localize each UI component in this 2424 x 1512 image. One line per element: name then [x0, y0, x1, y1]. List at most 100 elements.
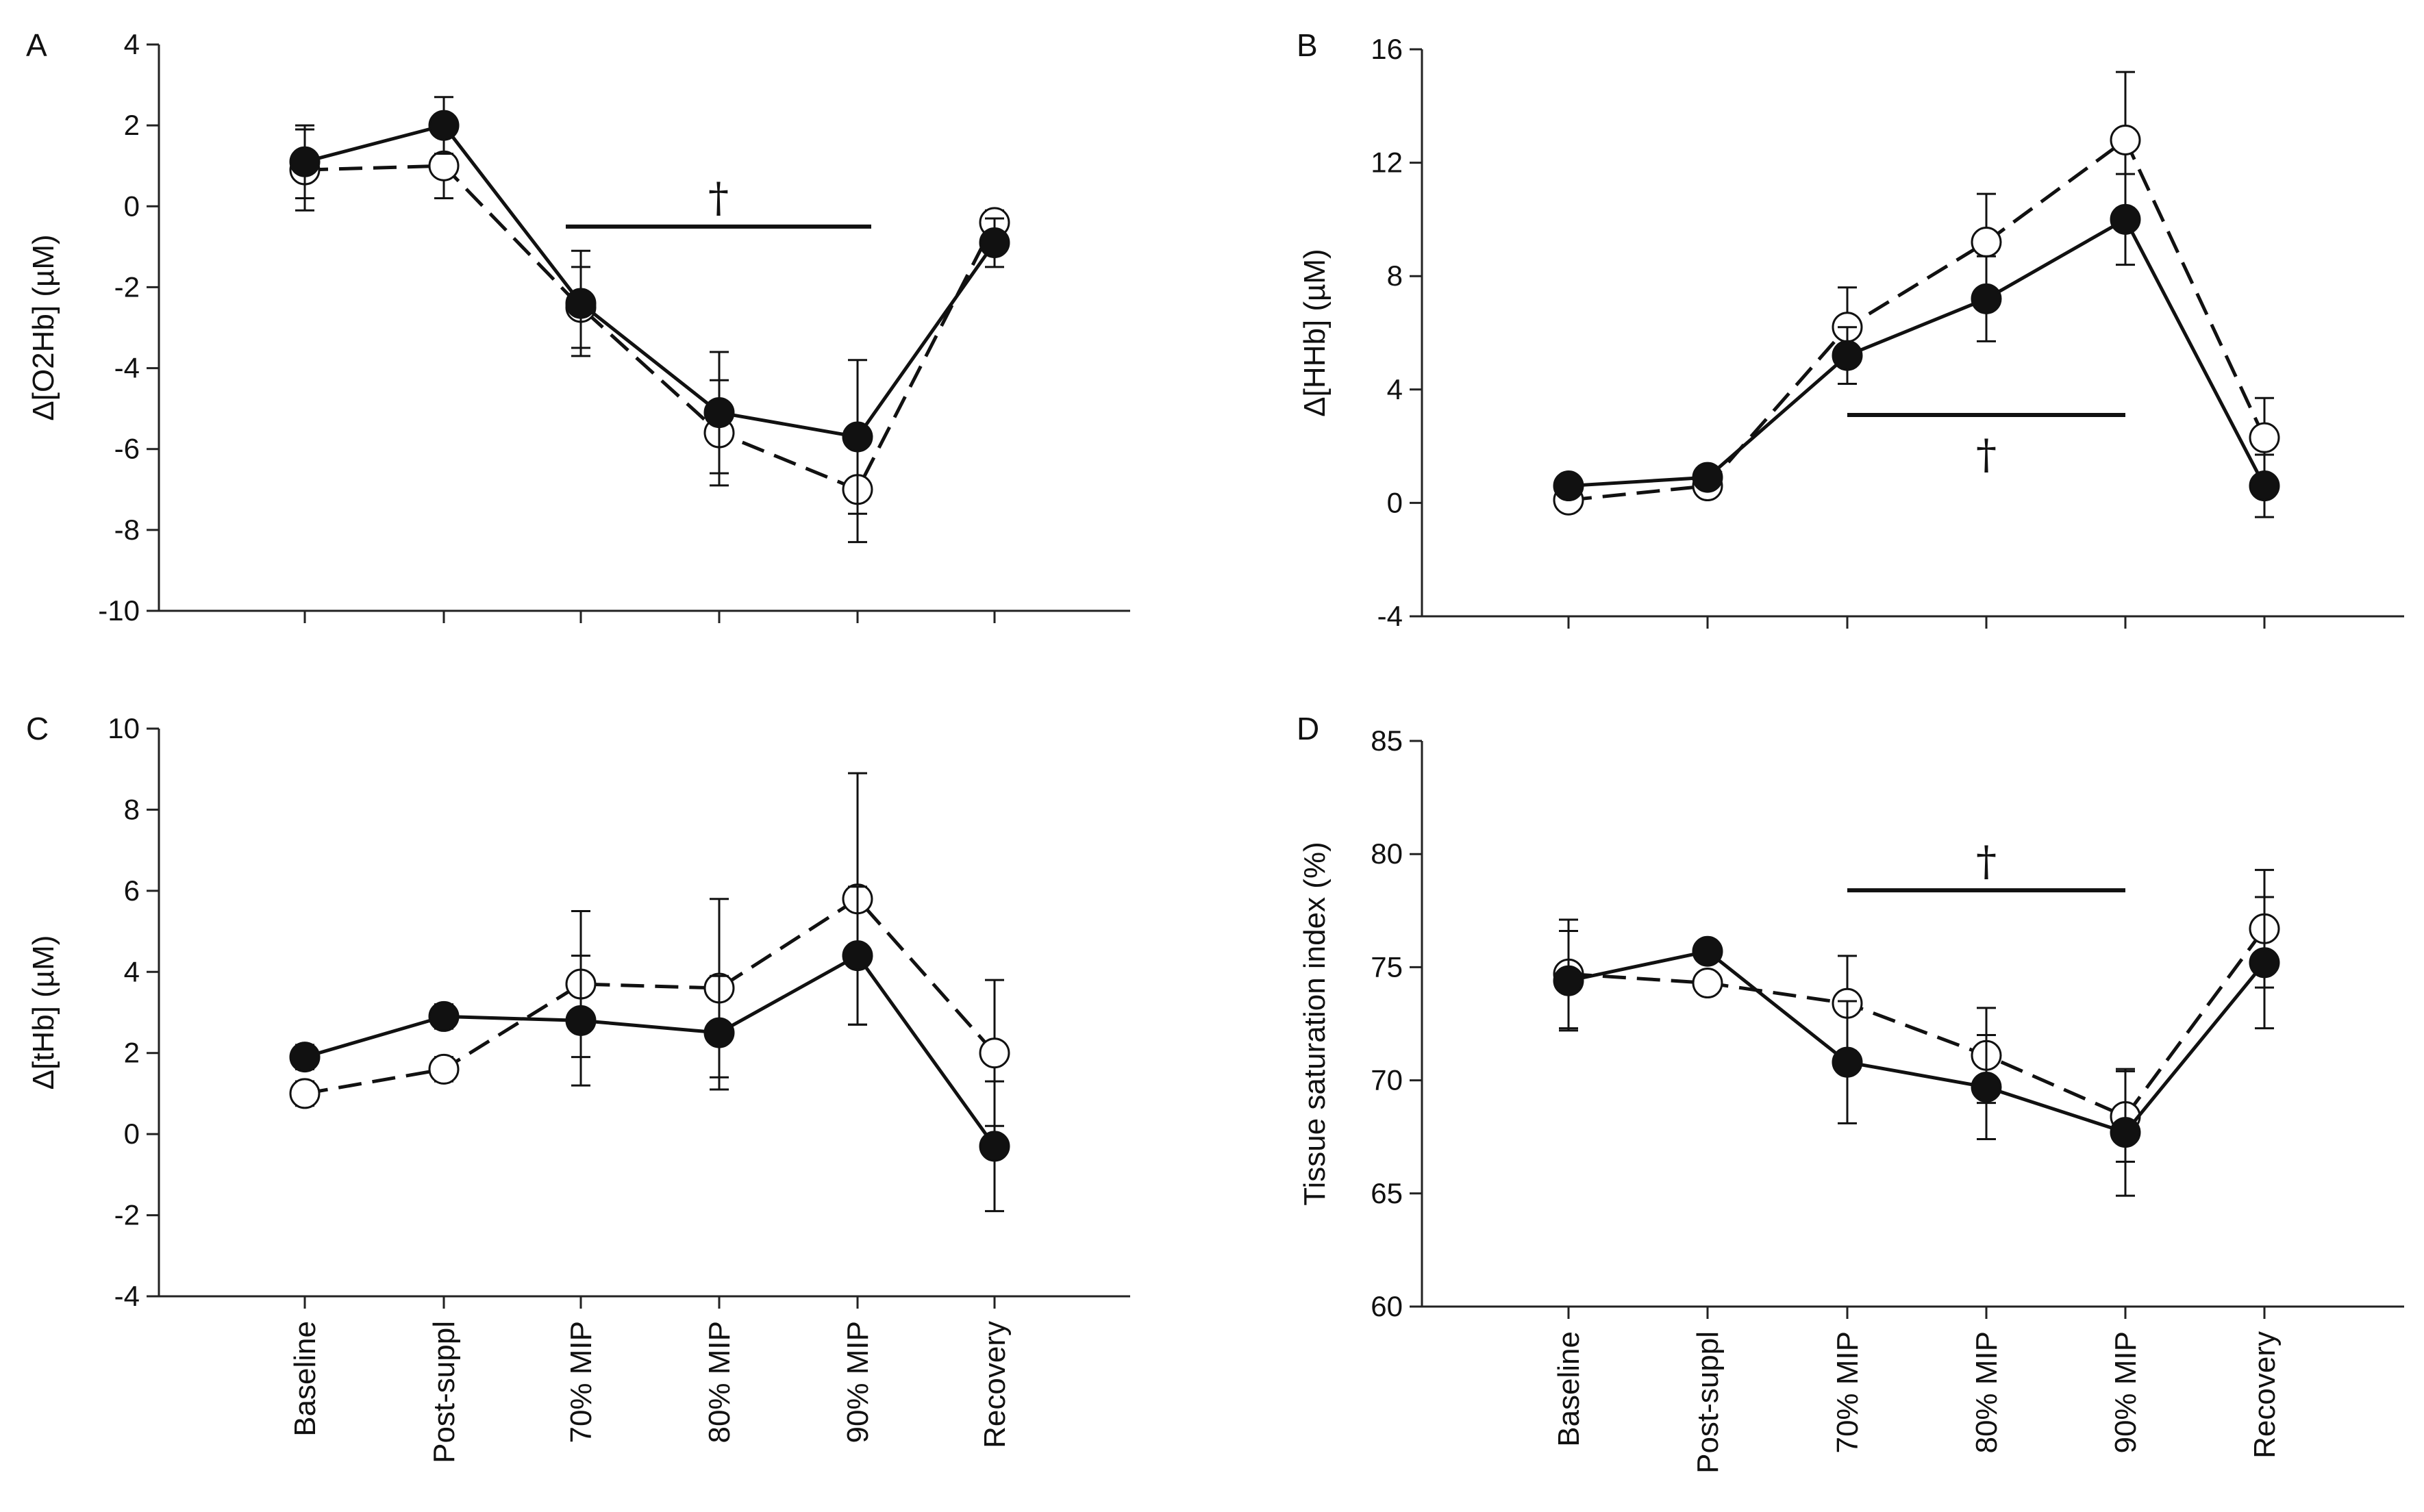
significance-symbol: † [1976, 431, 1997, 479]
significance-symbol: † [1976, 837, 1997, 885]
y-tick-label: 6 [124, 874, 140, 907]
y-tick-label: 8 [124, 793, 140, 825]
data-point-post-suppl [428, 1053, 460, 1085]
data-point-post-suppl [1692, 935, 1723, 967]
y-tick-label: 4 [1387, 373, 1403, 405]
data-point-80-mip [703, 1017, 735, 1048]
series-line [1568, 216, 2266, 488]
x-tick-label-70-mip: 70% MIP [1831, 1331, 1864, 1454]
y-tick-label: -2 [114, 1199, 140, 1231]
series-line [1568, 927, 2266, 1119]
data-point-70-mip [565, 288, 597, 319]
significance-symbol: † [708, 174, 729, 222]
x-tick-label-recovery: Recovery [2248, 1331, 2282, 1459]
data-point-post-suppl [428, 150, 460, 181]
x-tick-label-post-suppl: Post-suppl [1691, 1331, 1725, 1474]
x-tick-label-80-mip: 80% MIP [1970, 1331, 2003, 1454]
panel-b-letter: B [1297, 27, 1318, 63]
data-point-70-mip [1832, 340, 1863, 371]
data-point-80-mip [1971, 227, 2002, 258]
x-tick-label-70-mip: 70% MIP [564, 1321, 598, 1444]
panel-c-letter: C [26, 711, 49, 746]
y-tick-label: 75 [1371, 950, 1403, 983]
x-tick-label-90-mip: 90% MIP [2109, 1331, 2142, 1454]
data-point-baseline [289, 1078, 321, 1109]
panel-a-letter: A [26, 27, 47, 63]
y-tick-label: 85 [1371, 724, 1403, 757]
y-tick-label: -4 [1377, 600, 1403, 632]
panel-d-letter: D [1297, 711, 1319, 746]
x-tick-label-post-suppl: Post-suppl [427, 1321, 461, 1463]
y-tick-label: -4 [114, 352, 140, 384]
series-line [304, 896, 996, 1096]
data-point-recovery [2249, 470, 2280, 502]
y-tick-label: -2 [114, 270, 140, 303]
data-point-post-suppl [428, 1000, 460, 1032]
x-tick-label-baseline: Baseline [1552, 1331, 1586, 1447]
x-tick-label-recovery: Recovery [978, 1321, 1012, 1448]
x-tick-label-90-mip: 90% MIP [841, 1321, 875, 1444]
y-tick-label: -6 [114, 433, 140, 465]
panel-d: D 60 65 70 75 80 85 Baseline Post-suppl 70% MIP 80… [1297, 711, 2404, 1474]
data-point-recovery [979, 1037, 1010, 1069]
data-point-90-mip [842, 421, 873, 453]
y-tick-label: 0 [124, 1118, 140, 1150]
data-point-90-mip [2110, 1117, 2141, 1148]
y-tick-label: 80 [1371, 837, 1403, 870]
y-tick-label: 60 [1371, 1290, 1403, 1322]
y-tick-label: 0 [1387, 486, 1403, 518]
series-filled-solid [289, 885, 1010, 1213]
data-point-post-suppl [1692, 968, 1723, 999]
data-point-70-mip [1832, 1046, 1863, 1078]
y-tick-label: 65 [1371, 1177, 1403, 1209]
series-open-dashed [289, 128, 1010, 544]
series-filled-solid [289, 96, 1010, 515]
data-point-70-mip [565, 1005, 597, 1036]
y-tick-label: 12 [1371, 147, 1403, 179]
series-open-dashed [1553, 868, 2280, 1163]
y-tick-label: 2 [124, 1037, 140, 1069]
data-point-80-mip [1971, 283, 2002, 314]
y-axis-label: Tissue saturation index (%) [1298, 842, 1332, 1205]
data-point-80-mip [703, 397, 735, 429]
series-line [304, 164, 997, 492]
series-line [1568, 949, 2266, 1135]
y-tick-label: 0 [124, 190, 140, 222]
panel-c: C -4 -2 0 2 4 6 8 10 Baseline Post-suppl 70% MIP 80%… [26, 711, 1130, 1463]
y-axis-label: Δ[HHb] (µM) [1298, 249, 1332, 416]
data-point-baseline [289, 1042, 321, 1073]
y-tick-label: -8 [114, 514, 140, 546]
y-tick-label: -4 [114, 1280, 140, 1312]
data-point-90-mip [2110, 203, 2141, 235]
series-open-dashed [289, 772, 1010, 1127]
data-point-recovery [2249, 422, 2280, 453]
y-tick-label: 4 [124, 28, 140, 60]
series-filled-solid [1553, 896, 2280, 1197]
y-tick-label: -10 [98, 594, 140, 627]
data-point-90-mip [2110, 124, 2141, 155]
series-line [1568, 137, 2266, 502]
y-tick-label: 16 [1371, 33, 1403, 65]
y-tick-label: 4 [124, 955, 140, 987]
data-point-recovery [2249, 947, 2280, 979]
series-line [304, 953, 997, 1148]
x-tick-label-80-mip: 80% MIP [703, 1321, 736, 1444]
data-point-baseline [1553, 965, 1584, 996]
series-open-dashed [1553, 71, 2280, 516]
series-filled-solid [1553, 173, 2280, 518]
data-point-recovery [979, 227, 1010, 258]
panel-a: A -10 -8 -6 -4 -2 0 2 4 Δ[O2Hb] (µM) † [26, 27, 1130, 627]
data-point-80-mip [1971, 1072, 2002, 1103]
data-point-90-mip [842, 940, 873, 972]
data-point-baseline [1553, 470, 1584, 502]
y-tick-label: 10 [108, 712, 140, 744]
x-tick-label-baseline: Baseline [288, 1321, 322, 1437]
data-point-post-suppl [1692, 462, 1723, 493]
data-point-recovery [979, 1131, 1010, 1162]
series-line [304, 123, 997, 439]
data-point-baseline [289, 146, 321, 177]
y-tick-label: 2 [124, 109, 140, 141]
panel-b: B -4 0 4 8 12 16 Δ[HHb] (µM) † [1297, 27, 2404, 632]
data-point-post-suppl [428, 110, 460, 141]
